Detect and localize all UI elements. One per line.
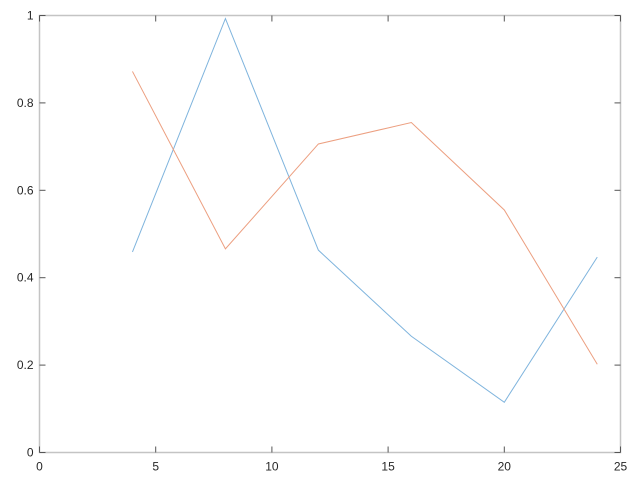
- x-tick-label: 0: [36, 460, 43, 474]
- series-line-1: [132, 19, 597, 403]
- y-tick-label: 1: [27, 9, 34, 23]
- x-tick-label: 15: [381, 460, 395, 474]
- y-tick-label: 0.6: [17, 183, 34, 197]
- x-tick-label: 20: [498, 460, 512, 474]
- plot-box: [40, 16, 621, 453]
- series-line-2: [132, 71, 597, 364]
- x-tick-label: 10: [265, 460, 279, 474]
- x-tick-label: 5: [152, 460, 159, 474]
- y-tick-label: 0.2: [17, 358, 34, 372]
- x-tick-label: 25: [614, 460, 628, 474]
- y-tick-label: 0: [27, 446, 34, 460]
- y-tick-label: 0.4: [17, 271, 34, 285]
- y-tick-label: 0.8: [17, 96, 34, 110]
